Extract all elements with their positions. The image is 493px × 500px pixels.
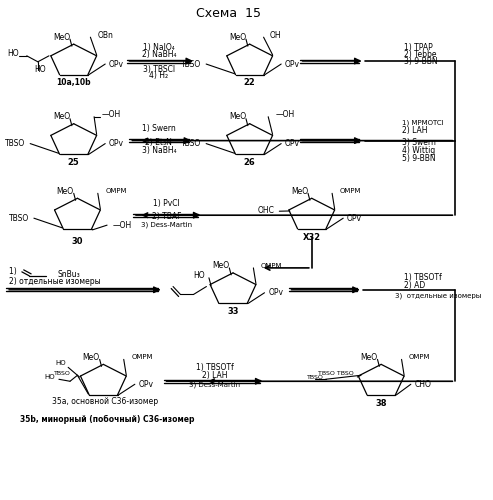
Text: HO: HO bbox=[56, 360, 67, 366]
Text: MeO: MeO bbox=[212, 262, 229, 270]
Text: 10a,10b: 10a,10b bbox=[56, 78, 91, 88]
Text: 3) Dess-Martin: 3) Dess-Martin bbox=[141, 222, 192, 228]
Text: 22: 22 bbox=[244, 78, 255, 88]
Text: 1) NaIO₄: 1) NaIO₄ bbox=[143, 42, 175, 51]
Text: OMPM: OMPM bbox=[340, 188, 361, 194]
Text: MeO: MeO bbox=[291, 187, 308, 196]
Text: 2) LAH: 2) LAH bbox=[402, 126, 427, 135]
Text: OPv: OPv bbox=[285, 60, 300, 68]
Text: 1) TBSOTf: 1) TBSOTf bbox=[196, 363, 233, 372]
Text: 4) Wittig: 4) Wittig bbox=[402, 146, 435, 155]
Text: OPv: OPv bbox=[109, 60, 124, 68]
Text: 1): 1) bbox=[9, 268, 19, 276]
Text: 2) Tebbe: 2) Tebbe bbox=[404, 50, 437, 58]
Text: TBSO TBSO: TBSO TBSO bbox=[317, 371, 353, 376]
Text: 1) MPMOTCI: 1) MPMOTCI bbox=[402, 120, 443, 126]
Text: 5) 9-BBN: 5) 9-BBN bbox=[402, 154, 435, 163]
Text: 2) TBAF: 2) TBAF bbox=[151, 212, 181, 220]
Text: OMPM: OMPM bbox=[261, 263, 282, 269]
Text: 33: 33 bbox=[227, 307, 239, 316]
Text: 1) TBSOTf: 1) TBSOTf bbox=[404, 274, 442, 282]
Text: OPv: OPv bbox=[139, 380, 153, 389]
Text: OPv: OPv bbox=[285, 139, 300, 148]
Text: 2) отдельные изомеры: 2) отдельные изомеры bbox=[9, 278, 101, 286]
Text: MeO: MeO bbox=[53, 32, 70, 42]
Text: HO: HO bbox=[34, 66, 45, 74]
Text: OBn: OBn bbox=[98, 30, 114, 40]
Text: 3) 9-BBN: 3) 9-BBN bbox=[404, 56, 438, 66]
Text: 3)  отдельные изомеры: 3) отдельные изомеры bbox=[395, 292, 481, 299]
Text: TBSO: TBSO bbox=[181, 60, 202, 68]
Text: —OH: —OH bbox=[112, 220, 132, 230]
Text: 2) AD: 2) AD bbox=[404, 282, 425, 290]
Text: MeO: MeO bbox=[53, 112, 70, 121]
Text: TBSO: TBSO bbox=[9, 214, 29, 222]
Text: SnBu₃: SnBu₃ bbox=[57, 270, 80, 280]
Text: TBSO: TBSO bbox=[181, 139, 202, 148]
Text: 2) Et₃N: 2) Et₃N bbox=[145, 138, 173, 147]
Text: —OH: —OH bbox=[102, 110, 121, 120]
Text: 35b, минорный (побочный) С36-изомер: 35b, минорный (побочный) С36-изомер bbox=[20, 414, 195, 424]
Text: —OH: —OH bbox=[276, 110, 295, 120]
Text: HO: HO bbox=[194, 272, 205, 280]
Text: 38: 38 bbox=[376, 398, 387, 407]
Text: 35a, основной С36-изомер: 35a, основной С36-изомер bbox=[52, 396, 159, 406]
Text: 1) TPAP: 1) TPAP bbox=[404, 42, 433, 51]
Text: 3) Dess-Martin: 3) Dess-Martin bbox=[189, 381, 240, 388]
Text: 25: 25 bbox=[68, 158, 79, 167]
Text: 3) Swern: 3) Swern bbox=[402, 138, 435, 147]
Text: OHC: OHC bbox=[258, 206, 275, 214]
Text: MeO: MeO bbox=[57, 187, 74, 196]
Text: OPv: OPv bbox=[109, 139, 124, 148]
Text: 30: 30 bbox=[71, 236, 83, 246]
Text: 1) PvCl: 1) PvCl bbox=[153, 199, 180, 208]
Text: 3) NaBH₄: 3) NaBH₄ bbox=[141, 146, 176, 155]
Text: 3) TBSCl: 3) TBSCl bbox=[143, 64, 175, 74]
Text: MeO: MeO bbox=[82, 353, 100, 362]
Text: HO: HO bbox=[8, 50, 19, 58]
Text: TBSO: TBSO bbox=[5, 139, 26, 148]
Text: OMPM: OMPM bbox=[409, 354, 430, 360]
Text: HO: HO bbox=[44, 374, 55, 380]
Text: X32: X32 bbox=[303, 232, 321, 241]
Text: MeO: MeO bbox=[360, 353, 378, 362]
Text: OMPM: OMPM bbox=[105, 188, 127, 194]
Text: CHO: CHO bbox=[415, 380, 431, 389]
Text: TBSO: TBSO bbox=[307, 375, 324, 380]
Text: TBSO: TBSO bbox=[54, 371, 71, 376]
Text: MeO: MeO bbox=[229, 112, 246, 121]
Text: 26: 26 bbox=[244, 158, 255, 167]
Text: 4) H₂: 4) H₂ bbox=[149, 72, 169, 80]
Text: Схема  15: Схема 15 bbox=[196, 7, 261, 20]
Text: OH: OH bbox=[270, 30, 282, 40]
Text: MeO: MeO bbox=[229, 32, 246, 42]
Text: 2) LAH: 2) LAH bbox=[202, 371, 227, 380]
Text: OPv: OPv bbox=[268, 288, 283, 298]
Text: OMPM: OMPM bbox=[131, 354, 153, 360]
Text: 2) NaBH₄: 2) NaBH₄ bbox=[141, 50, 176, 58]
Text: 1) Swern: 1) Swern bbox=[142, 124, 176, 133]
Text: OPv: OPv bbox=[347, 214, 362, 222]
